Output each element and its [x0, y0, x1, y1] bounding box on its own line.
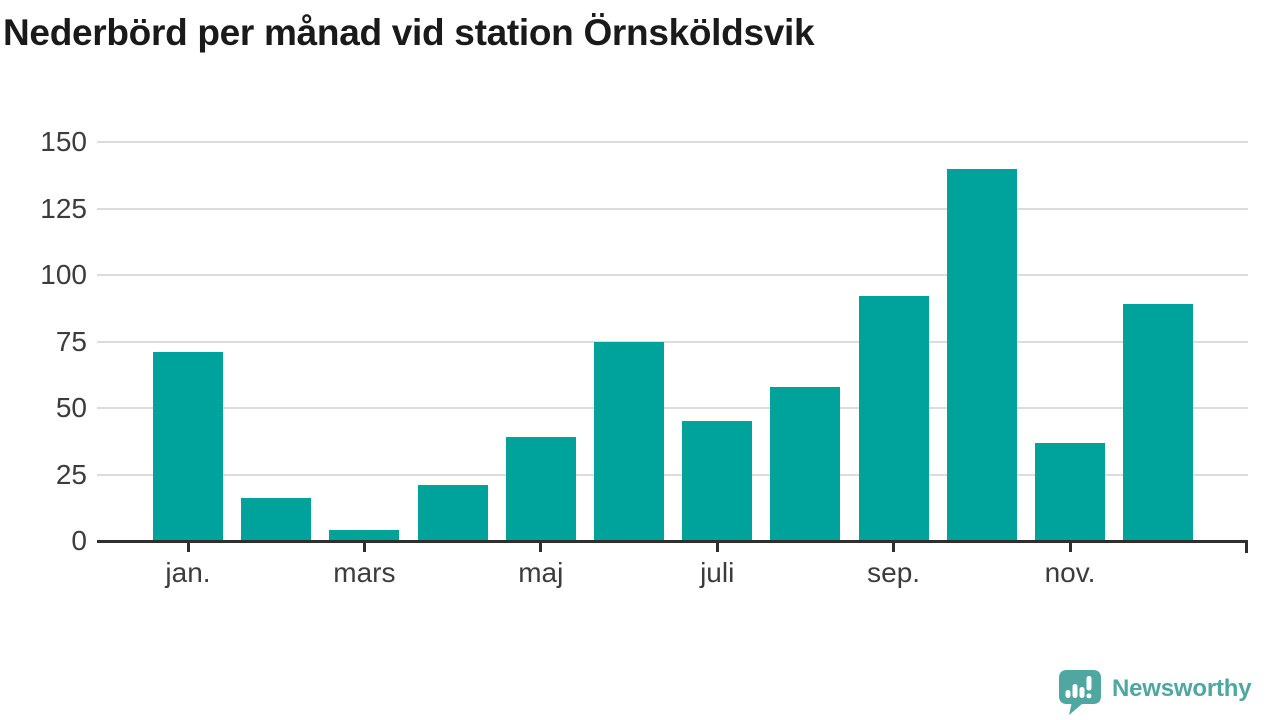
x-tick: [1068, 543, 1072, 552]
bar-month-8: [770, 386, 841, 541]
x-tick-label: juli: [700, 557, 735, 588]
y-tick-label: 0: [71, 525, 87, 556]
bar-month-5: [505, 437, 576, 541]
x-tick: [362, 543, 366, 552]
y-tick-label: 100: [40, 259, 87, 290]
y-tick-label: 75: [55, 325, 87, 357]
gridline-75: [97, 340, 1248, 343]
bar-month-3: [329, 530, 400, 541]
brand-footer: Newsworthy: [1057, 669, 1252, 716]
x-axis-line: [97, 540, 1248, 543]
gridline-50: [97, 407, 1248, 409]
chart-title: Nederbörd per månad vid station Örnsköld…: [3, 12, 815, 53]
y-tick-label: 25: [55, 458, 87, 490]
bar-month-12: [1123, 304, 1194, 541]
x-tick: [892, 543, 896, 552]
y-tick-label: 125: [40, 192, 87, 224]
x-tick: [186, 543, 190, 552]
x-tick: [715, 543, 719, 552]
x-tick-label: sep.: [867, 557, 921, 588]
x-tick-label: maj: [518, 557, 564, 588]
bar-month-11: [1035, 442, 1105, 541]
bar-month-1: [153, 352, 223, 541]
x-tick-label: mars: [333, 557, 396, 588]
bar-month-6: [594, 341, 664, 541]
bar-month-7: [682, 421, 753, 541]
brand-name: Newsworthy: [1112, 674, 1252, 702]
x-tick-label: nov.: [1044, 557, 1096, 588]
bar-month-9: [858, 296, 929, 541]
y-tick-label: 50: [55, 392, 87, 423]
bar-month-4: [417, 485, 488, 541]
gridline-150: [97, 141, 1248, 143]
gridline-100: [97, 274, 1248, 276]
x-tick: [539, 543, 543, 552]
gridline-125: [97, 207, 1248, 210]
bar-month-10: [946, 168, 1017, 541]
x-tick-label: jan.: [165, 557, 211, 588]
y-tick-label: 150: [40, 126, 87, 157]
x-axis-endcap: [1245, 540, 1248, 553]
bar-month-2: [241, 498, 312, 541]
gridline-25: [97, 473, 1248, 476]
newsworthy-logo-icon: [1057, 669, 1103, 716]
